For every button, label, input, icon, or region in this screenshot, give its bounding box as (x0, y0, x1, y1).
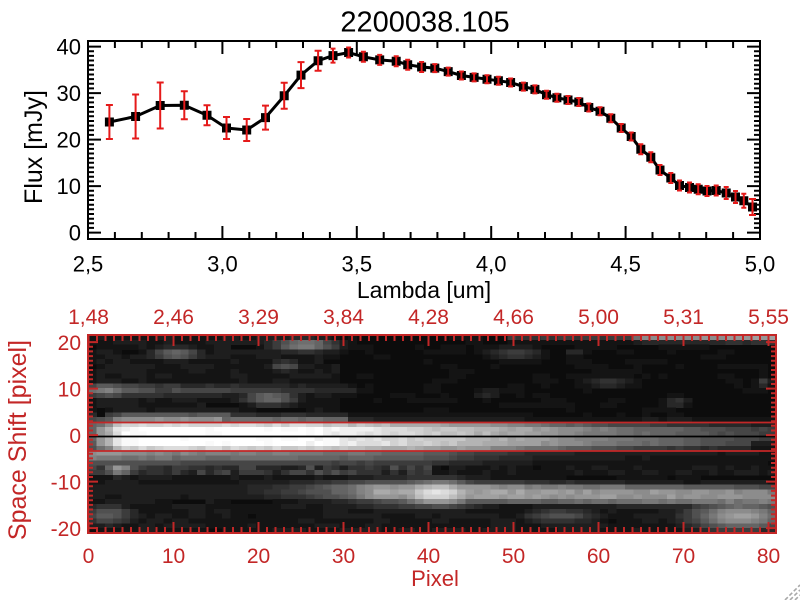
svg-text:2,46: 2,46 (153, 306, 194, 329)
svg-text:5,0: 5,0 (745, 252, 776, 277)
svg-text:4,66: 4,66 (493, 306, 534, 329)
svg-text:Space Shift [pixel]: Space Shift [pixel] (4, 340, 32, 540)
svg-text:3,29: 3,29 (238, 306, 279, 329)
svg-text:1,48: 1,48 (68, 306, 109, 329)
svg-text:Flux [mJy]: Flux [mJy] (20, 90, 48, 204)
svg-text:10: 10 (57, 174, 81, 199)
svg-text:3,84: 3,84 (323, 306, 364, 329)
svg-text:Lambda [um]: Lambda [um] (357, 277, 491, 303)
svg-text:Pixel: Pixel (411, 566, 459, 591)
svg-text:70: 70 (672, 545, 695, 568)
svg-text:60: 60 (587, 545, 610, 568)
svg-text:20: 20 (247, 545, 270, 568)
svg-text:2200038.105: 2200038.105 (340, 7, 509, 39)
svg-text:3,0: 3,0 (207, 252, 238, 277)
svg-text:5,55: 5,55 (748, 306, 789, 329)
svg-text:10: 10 (162, 545, 185, 568)
svg-text:0: 0 (83, 545, 95, 568)
svg-text:3,5: 3,5 (342, 252, 373, 277)
svg-text:-20: -20 (51, 518, 81, 541)
svg-text:80: 80 (757, 545, 780, 568)
svg-text:40: 40 (417, 545, 440, 568)
svg-text:30: 30 (57, 81, 81, 106)
svg-text:30: 30 (332, 545, 355, 568)
svg-text:50: 50 (502, 545, 525, 568)
svg-text:5,31: 5,31 (663, 306, 704, 329)
svg-text:0: 0 (69, 221, 81, 246)
svg-text:4,28: 4,28 (408, 306, 449, 329)
svg-text:20: 20 (58, 332, 81, 355)
svg-text:10: 10 (58, 378, 81, 401)
svg-text:4,5: 4,5 (610, 252, 641, 277)
svg-text:20: 20 (57, 128, 81, 153)
svg-text:4,0: 4,0 (476, 252, 507, 277)
svg-text:5,00: 5,00 (578, 306, 619, 329)
svg-text:40: 40 (57, 35, 81, 60)
svg-text:0: 0 (69, 425, 81, 448)
svg-text:2,5: 2,5 (73, 252, 104, 277)
svg-text:-10: -10 (51, 471, 81, 494)
